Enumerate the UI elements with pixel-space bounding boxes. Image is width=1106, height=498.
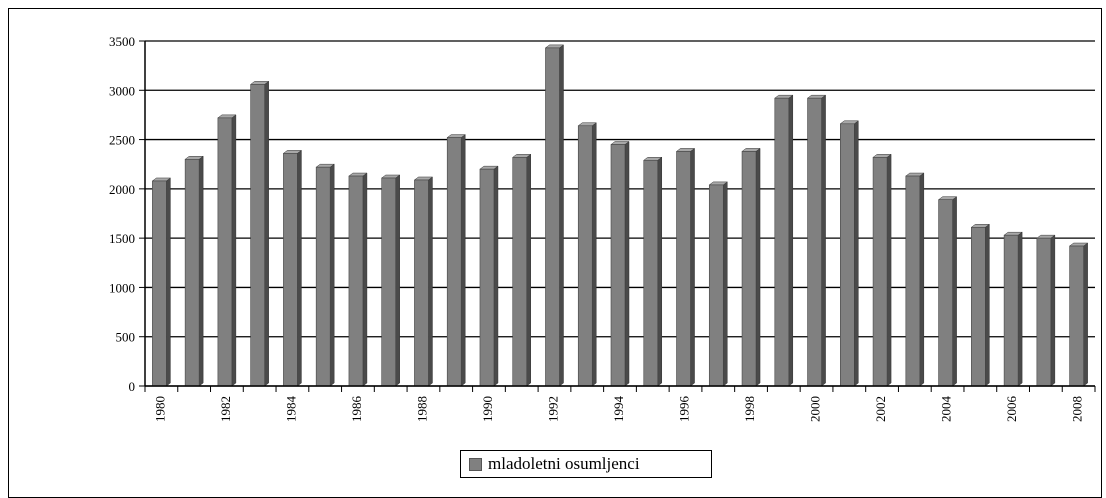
y-tick-label: 1500 (109, 231, 135, 246)
bar (414, 179, 429, 387)
x-tick-label: 1980 (152, 396, 167, 422)
bar (938, 199, 953, 387)
y-tick-label: 1000 (109, 280, 135, 295)
x-tick-label: 1996 (677, 396, 692, 423)
bar (840, 123, 855, 387)
x-tick-label: 2008 (1070, 396, 1085, 422)
bar-side (723, 181, 728, 387)
bar-side (231, 114, 237, 387)
bar (741, 151, 757, 387)
bar-side (854, 120, 859, 387)
bar-side (1017, 231, 1023, 387)
bar (152, 180, 167, 387)
bar-side (297, 149, 302, 387)
bar-side (788, 94, 794, 387)
bar-side (755, 147, 761, 387)
bar-side (886, 153, 892, 387)
bar (479, 168, 495, 387)
x-tick-label: 1994 (611, 396, 626, 423)
bar-side (1083, 242, 1088, 387)
bar (512, 157, 528, 387)
x-tick-label: 1986 (349, 396, 364, 423)
bar-side (166, 177, 171, 387)
bar-side (264, 80, 269, 387)
bar (283, 153, 298, 387)
bar-side (952, 196, 957, 387)
bar-side (428, 176, 433, 387)
bar (610, 144, 626, 387)
bar-chart: 0 500 1000 1500 2000 2500 3000 3500 1980 1982 1984… (109, 34, 1096, 423)
bar-side (1050, 234, 1056, 387)
bar (1036, 237, 1052, 387)
y-tick-label: 2000 (109, 182, 135, 197)
bar-side (198, 155, 204, 387)
legend-swatch (469, 457, 482, 471)
bar (545, 47, 560, 387)
y-tick-label: 0 (129, 379, 136, 394)
bar-side (919, 172, 925, 387)
bar-side (395, 174, 400, 387)
bar (807, 97, 822, 387)
x-tick-label: 2002 (873, 396, 888, 422)
bar (348, 175, 364, 387)
bar-side (493, 165, 499, 387)
x-tick-label: 1998 (742, 396, 757, 422)
bar (1069, 245, 1084, 387)
bar (905, 175, 921, 387)
bar-side (690, 147, 695, 387)
x-tick-label: 2000 (808, 396, 823, 422)
bar (184, 158, 200, 387)
y-tick-label: 500 (116, 330, 136, 345)
x-tick-label: 1990 (480, 396, 495, 422)
x-tick-label: 1992 (545, 396, 560, 422)
bar (217, 117, 233, 387)
bar (1003, 234, 1019, 387)
bar (577, 125, 593, 387)
bar-side (657, 156, 663, 387)
bar (381, 177, 396, 387)
bar-side (559, 44, 564, 387)
legend: mladoletni osumljenci (460, 450, 712, 478)
y-tick-label: 3000 (109, 83, 135, 98)
bar-side (591, 122, 597, 387)
x-tick-label: 1982 (218, 396, 233, 422)
bar (676, 151, 691, 387)
x-tick-label: 1988 (414, 396, 429, 422)
y-tick-label: 2500 (109, 133, 135, 148)
legend-label: mladoletni osumljenci (488, 454, 640, 473)
bar-side (329, 163, 335, 387)
bar (315, 166, 331, 387)
bar (774, 97, 790, 387)
bar-side (460, 134, 466, 387)
bar (250, 84, 265, 387)
bar (971, 227, 986, 387)
bar-side (624, 141, 630, 387)
y-tick-label: 3500 (109, 34, 135, 49)
bar-side (985, 223, 990, 387)
x-tick-label: 1984 (283, 396, 298, 423)
bar-side (526, 153, 531, 387)
bar-side (362, 172, 368, 387)
bar (643, 159, 659, 387)
bar (708, 184, 724, 387)
x-tick-label: 2004 (939, 396, 954, 423)
bar-side (821, 94, 826, 387)
bar (446, 137, 462, 387)
x-tick-label: 2006 (1004, 396, 1019, 423)
bar (872, 157, 888, 387)
